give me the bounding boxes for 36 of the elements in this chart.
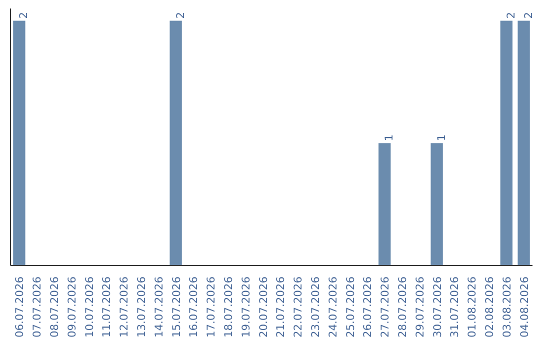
x-tick-label: 10.07.2026 (82, 276, 96, 338)
data-label: 1 (434, 134, 448, 142)
x-tick-label: 08.07.2026 (48, 276, 61, 338)
x-tick-label: 31.07.2026 (448, 276, 462, 338)
x-tick-label: 19.07.2026 (239, 276, 252, 338)
x-tick-label: 16.07.2026 (187, 276, 200, 338)
x-tick-label: 28.07.2026 (396, 276, 409, 338)
x-tick-label: 11.07.2026 (100, 276, 114, 338)
x-tick-label: 17.07.2026 (204, 276, 218, 338)
x-tick-label: 01.08.2026 (466, 276, 479, 338)
data-label: 2 (17, 12, 30, 19)
data-label: 2 (504, 12, 518, 19)
data-label: 2 (522, 12, 535, 19)
data-label: 1 (382, 134, 396, 142)
x-tick-label: 29.07.2026 (413, 276, 426, 338)
x-tick-label: 02.08.2026 (483, 276, 496, 338)
x-tick-label: 18.07.2026 (222, 276, 235, 338)
x-tick-label: 21.07.2026 (274, 276, 288, 338)
x-tick-label: 09.07.2026 (65, 276, 78, 338)
x-tick-label: 14.07.2026 (152, 276, 166, 338)
x-tick-label: 15.07.2026 (170, 276, 183, 338)
data-label: 2 (174, 12, 187, 19)
x-tick-label: 03.08.2026 (500, 276, 514, 338)
x-tick-label: 30.07.2026 (430, 276, 444, 338)
x-tick-label: 06.07.2026 (13, 276, 26, 338)
x-tick-label: 07.07.2026 (30, 276, 44, 338)
x-tick-label: 23.07.2026 (309, 276, 322, 338)
x-tick-label: 24.07.2026 (326, 276, 340, 338)
x-tick-label: 25.07.2026 (344, 276, 357, 338)
x-tick-label: 20.07.2026 (256, 276, 270, 338)
x-tick-label: 13.07.2026 (135, 276, 148, 338)
x-tick-label: 22.07.2026 (292, 276, 305, 338)
x-tick-label: 12.07.2026 (118, 276, 131, 338)
x-tick-label: 27.07.2026 (378, 276, 392, 338)
x-tick-label: 04.08.2026 (518, 276, 531, 338)
x-tick-label: 26.07.2026 (361, 276, 374, 338)
